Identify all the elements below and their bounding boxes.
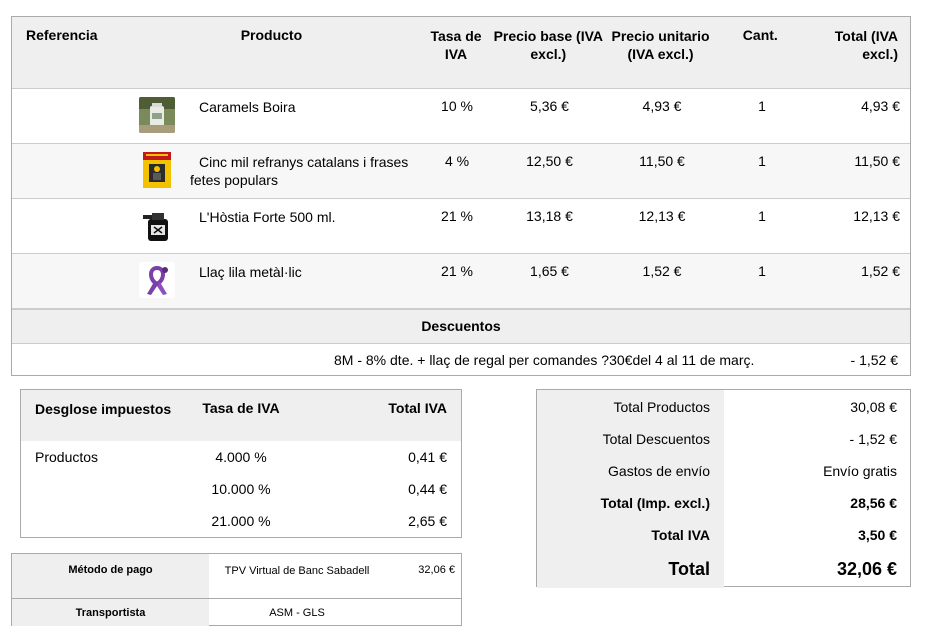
candy-jar-thumbnail-icon <box>139 97 175 133</box>
grand-total-value: 32,06 € <box>836 559 897 579</box>
tax-rate: 10.000 % <box>211 481 271 497</box>
product-name: L'Hòstia Forte 500 ml. <box>199 209 336 225</box>
tax-rate: 4 % <box>444 153 470 169</box>
discount-row: 8M - 8% dte. + llaç de regal per comande… <box>12 344 910 376</box>
product-name: Cinc mil refranys catalans i frases fete… <box>190 154 409 188</box>
total-discounts-label: Total Descuentos <box>537 422 724 454</box>
product-name: Llaç lila metàl·lic <box>199 264 302 280</box>
tax-rate: 21 % <box>441 208 473 224</box>
order-totals-table: Total Productos 30,08 € Total Descuentos… <box>536 389 911 588</box>
table-row: 10.000 % 0,44 € <box>21 473 461 505</box>
carrier-row: Transportista ASM - GLS <box>12 599 461 626</box>
unit-price: 11,50 € <box>639 153 685 169</box>
tax-amount: 0,44 € <box>408 481 447 497</box>
tax-rate-header: Tasa de IVA <box>202 400 280 416</box>
carrier-value: ASM - GLS <box>269 607 325 619</box>
tax-total-header: Total IVA <box>388 400 447 416</box>
tax-amount: 0,41 € <box>408 449 447 465</box>
total-vat-value: 3,50 € <box>858 527 897 543</box>
bottle-thumbnail-icon <box>139 207 175 243</box>
table-row: 21.000 % 2,65 € <box>21 505 461 537</box>
purple-ribbon-thumbnail-icon <box>139 262 175 298</box>
line-total: 11,50 € <box>854 153 900 169</box>
order-products-table: Referencia Producto Tasa de IVA Precio b… <box>11 16 911 376</box>
shipping-label: Gastos de envío <box>537 454 724 486</box>
tax-breakdown-title: Desglose impuestos <box>35 401 172 417</box>
base-price: 1,65 € <box>530 263 569 279</box>
quantity: 1 <box>758 208 766 224</box>
total-excl-label: Total (Imp. excl.) <box>537 486 724 518</box>
line-total: 4,93 € <box>861 98 900 114</box>
product-name: Caramels Boira <box>199 99 296 115</box>
tax-rate: 10 % <box>441 98 473 114</box>
discounts-heading: Descuentos <box>12 309 910 344</box>
grand-total-label: Total <box>537 550 724 588</box>
header-total: Total (IVA excl.) <box>834 28 899 62</box>
line-total: 1,52 € <box>861 263 900 279</box>
tax-category: Productos <box>35 449 99 465</box>
line-total: 12,13 € <box>853 208 900 224</box>
unit-price: 12,13 € <box>638 208 686 224</box>
tax-amount: 2,65 € <box>408 513 447 529</box>
header-quantity: Cant. <box>742 27 778 43</box>
total-excl-value: 28,56 € <box>850 495 897 511</box>
shipping-value: Envío gratis <box>823 463 897 479</box>
grand-total-row: Total 32,06 € <box>537 550 910 588</box>
header-unit-price: Precio unitario (IVA excl.) <box>611 28 710 62</box>
quantity: 1 <box>758 263 766 279</box>
payment-carrier-table: Método de pago TPV Virtual de Banc Sabad… <box>11 553 462 626</box>
base-price: 12,50 € <box>526 153 573 169</box>
tax-rate: 21.000 % <box>211 513 271 529</box>
table-row: Llaç lila metàl·lic 21 % 1,65 € 1,52 € 1… <box>12 254 910 309</box>
reference-cell <box>12 89 122 143</box>
payment-method-label: Método de pago <box>12 554 209 598</box>
payment-method-value: TPV Virtual de Banc Sabadell <box>224 565 370 577</box>
table-row: Productos 4.000 % 0,41 € <box>21 441 461 473</box>
total-products-value: 30,08 € <box>850 399 897 415</box>
carrier-label: Transportista <box>12 599 209 626</box>
total-excl-row: Total (Imp. excl.) 28,56 € <box>537 486 910 518</box>
discount-value: - 1,52 € <box>850 352 898 368</box>
table-row: L'Hòstia Forte 500 ml. 21 % 13,18 € 12,1… <box>12 199 910 254</box>
quantity: 1 <box>758 153 766 169</box>
total-products-row: Total Productos 30,08 € <box>537 390 910 422</box>
header-product: Producto <box>240 27 303 43</box>
tax-rate: 21 % <box>441 263 473 279</box>
header-reference: Referencia <box>26 27 98 43</box>
total-vat-row: Total IVA 3,50 € <box>537 518 910 550</box>
total-discounts-row: Total Descuentos - 1,52 € <box>537 422 910 454</box>
tax-breakdown-table: Desglose impuestos Tasa de IVA Total IVA… <box>20 389 462 538</box>
quantity: 1 <box>758 98 766 114</box>
header-tax-rate: Tasa de IVA <box>430 28 482 62</box>
reference-cell <box>12 199 122 253</box>
book-cover-thumbnail-icon <box>143 152 171 188</box>
header-base-price: Precio base (IVA excl.) <box>493 28 604 62</box>
shipping-row: Gastos de envío Envío gratis <box>537 454 910 486</box>
base-price: 5,36 € <box>530 98 569 114</box>
reference-cell <box>12 144 122 198</box>
total-vat-label: Total IVA <box>537 518 724 550</box>
unit-price: 1,52 € <box>642 263 682 279</box>
discount-name: 8M - 8% dte. + llaç de regal per comande… <box>334 352 755 368</box>
table-header: Referencia Producto Tasa de IVA Precio b… <box>12 17 910 89</box>
reference-cell <box>12 254 122 308</box>
payment-amount: 32,06 € <box>418 564 455 576</box>
tax-rate: 4.000 % <box>215 449 267 465</box>
payment-method-row: Método de pago TPV Virtual de Banc Sabad… <box>12 554 461 599</box>
total-discounts-value: - 1,52 € <box>849 431 897 447</box>
unit-price: 4,93 € <box>642 98 682 114</box>
tax-breakdown-header: Desglose impuestos Tasa de IVA Total IVA <box>21 390 461 441</box>
total-products-label: Total Productos <box>537 390 724 422</box>
table-row: Caramels Boira 10 % 5,36 € 4,93 € 1 4,93… <box>12 89 910 144</box>
base-price: 13,18 € <box>526 208 573 224</box>
table-row: Cinc mil refranys catalans i frases fete… <box>12 144 910 199</box>
